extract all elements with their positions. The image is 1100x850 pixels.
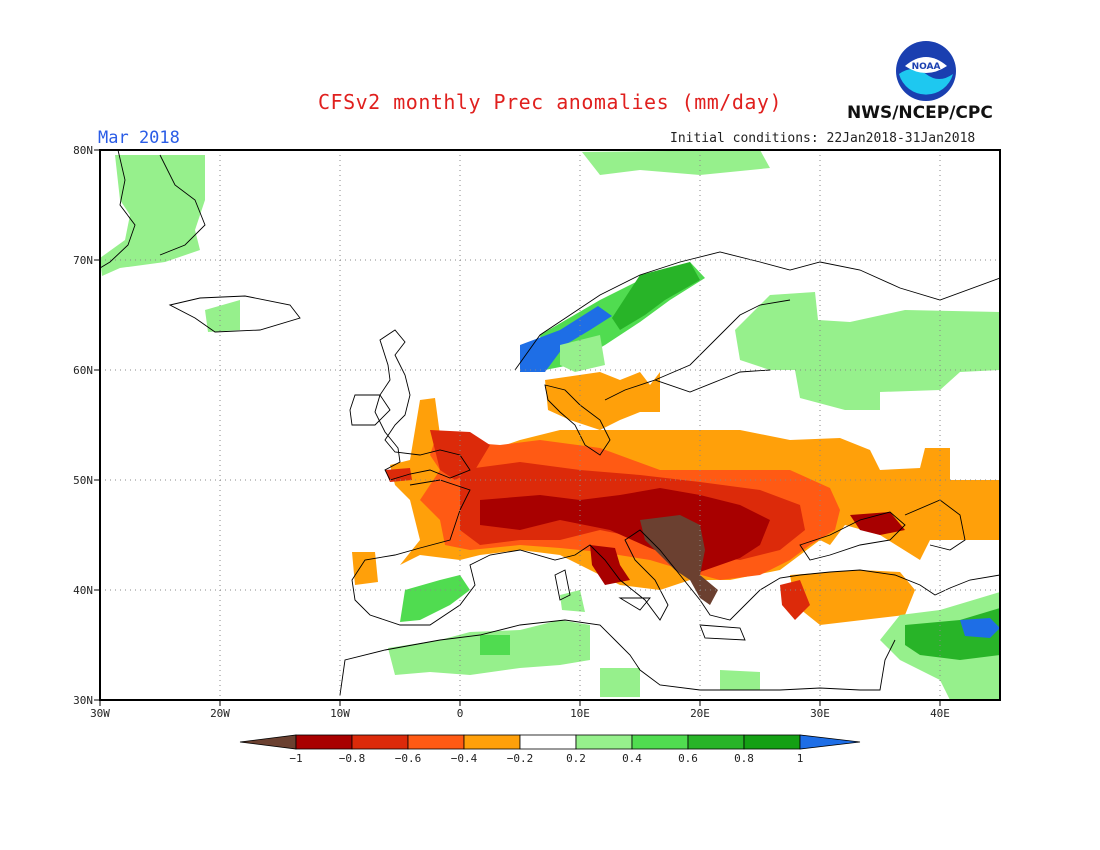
agency-label: NWS/NCEP/CPC <box>847 103 993 123</box>
noaa-logo: NOAA <box>896 41 956 101</box>
month-label: Mar 2018 <box>98 128 180 148</box>
legend-swatch <box>743 734 801 750</box>
chart-title: CFSv2 monthly Prec anomalies (mm/day) <box>317 90 783 114</box>
color-legend: −1 −0.8 −0.6 −0.4 −0.2 0.2 0.4 0.6 0.8 1 <box>239 734 861 765</box>
legend-label: −0.8 <box>339 752 366 765</box>
graticule <box>100 150 1000 700</box>
lon-tick-label: 30W <box>90 707 110 720</box>
legend-arrow-low <box>239 734 297 750</box>
latitude-ticks: 80N 70N 60N 50N 40N 30N <box>73 144 100 707</box>
legend-swatch <box>519 734 577 750</box>
map-frame <box>99 149 1001 701</box>
lon-tick-label: 20W <box>210 707 230 720</box>
legend-label: 1 <box>797 752 804 765</box>
lat-tick-label: 40N <box>73 584 93 597</box>
legend-label: −0.4 <box>451 752 478 765</box>
legend-label: −0.6 <box>395 752 422 765</box>
lon-tick-label: 0 <box>457 707 464 720</box>
legend-swatch <box>687 734 745 750</box>
lon-tick-label: 30E <box>810 707 830 720</box>
lat-tick-label: 50N <box>73 474 93 487</box>
legend-arrow-high <box>799 734 861 750</box>
lat-tick-label: 80N <box>73 144 93 157</box>
anomaly-fields <box>100 150 1000 700</box>
lat-tick-label: 30N <box>73 694 93 707</box>
noaa-logo-text: NOAA <box>912 62 941 72</box>
legend-label: −1 <box>289 752 302 765</box>
lon-tick-label: 40E <box>930 707 950 720</box>
legend-swatch <box>463 734 521 750</box>
legend-label: 0.4 <box>622 752 642 765</box>
lon-tick-label: 10E <box>570 707 590 720</box>
lat-tick-label: 70N <box>73 254 93 267</box>
lon-tick-label: 10W <box>330 707 350 720</box>
legend-swatch <box>407 734 465 750</box>
longitude-ticks: 30W 20W 10W 0 10E 20E 30E 40E <box>90 700 950 720</box>
lat-tick-label: 60N <box>73 364 93 377</box>
lon-tick-label: 20E <box>690 707 710 720</box>
initial-conditions-label: Initial conditions: 22Jan2018-31Jan2018 <box>670 131 976 146</box>
coastlines <box>100 150 1000 696</box>
legend-swatch <box>631 734 689 750</box>
legend-swatch <box>575 734 633 750</box>
legend-label: 0.2 <box>566 752 586 765</box>
legend-label: −0.2 <box>507 752 534 765</box>
legend-label: 0.6 <box>678 752 698 765</box>
legend-swatch <box>351 734 409 750</box>
legend-label: 0.8 <box>734 752 754 765</box>
legend-swatch <box>295 734 353 750</box>
